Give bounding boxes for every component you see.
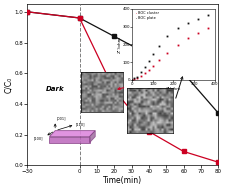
X-axis label: Time(min): Time(min) — [103, 176, 142, 185]
Y-axis label: C/C₀: C/C₀ — [4, 77, 13, 93]
Text: Dark: Dark — [46, 86, 64, 91]
